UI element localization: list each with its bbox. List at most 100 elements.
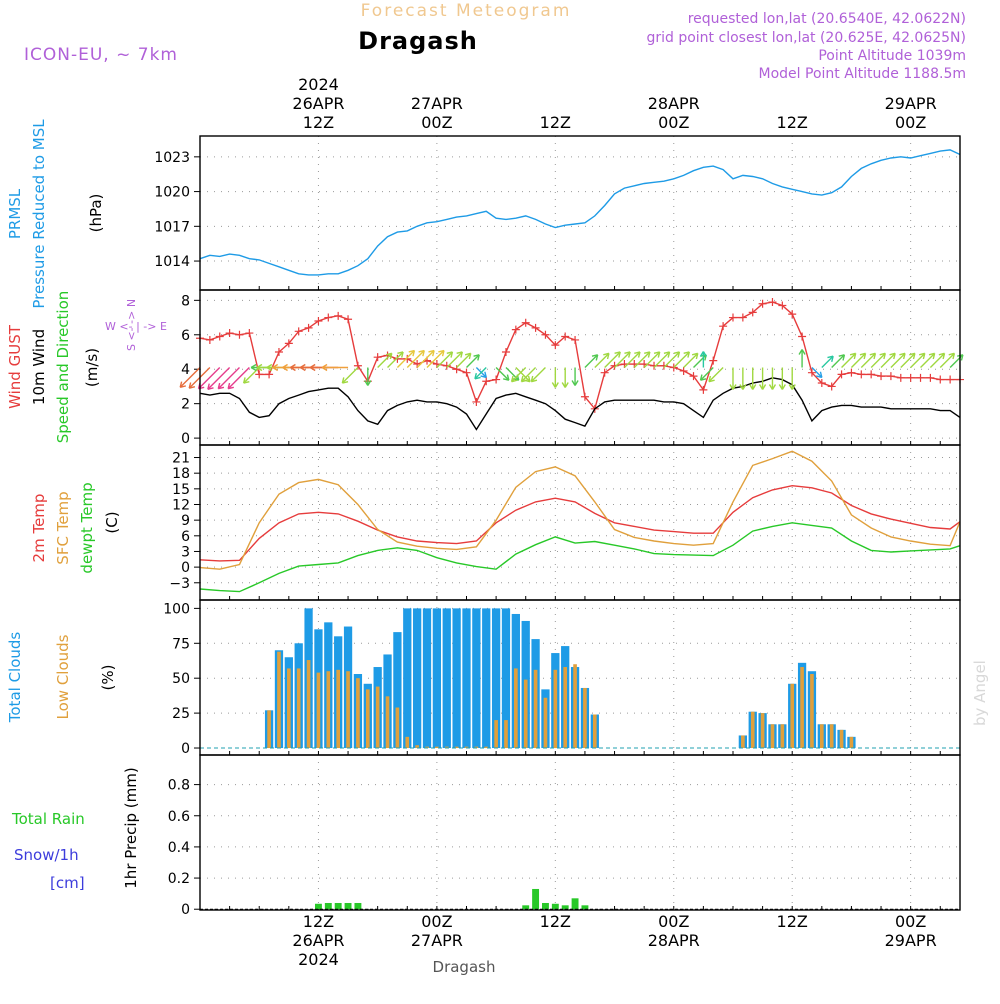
low-cloud-bar	[395, 707, 400, 749]
gust-marker	[926, 373, 935, 382]
gust-marker	[225, 329, 234, 338]
gust-marker	[531, 323, 540, 332]
wind-arrow	[778, 367, 786, 390]
low-cloud-bar	[800, 667, 804, 749]
gust-marker	[551, 341, 560, 350]
requested-coords: requested lon,lat (20.6540E, 42.0622N)	[688, 11, 966, 27]
gust-marker	[373, 353, 382, 362]
wind-arrow	[551, 367, 559, 388]
wind-arrow	[699, 351, 707, 368]
wind-arrow	[880, 352, 896, 368]
temperature-unit: (C)	[103, 511, 121, 533]
gust-marker	[778, 301, 787, 310]
pressure-ylabel: Pressure Reduced to MSL	[30, 119, 48, 309]
temperature-ytick-label: 6	[181, 529, 190, 545]
low-cloud-bar	[296, 668, 301, 749]
product-title: Forecast Meteogram	[361, 1, 572, 21]
pressure-ytick-label: 1017	[154, 219, 190, 235]
wind-arrow	[831, 354, 846, 368]
low-cloud-bar	[267, 710, 271, 749]
gust-marker	[215, 332, 224, 341]
gust-marker	[255, 370, 264, 379]
low-cloud-bar	[405, 736, 410, 749]
precip-ylabel: 1hr Precip (mm)	[122, 767, 140, 888]
low-cloud-bar	[484, 746, 489, 749]
wind-arrow	[729, 367, 737, 390]
gust-marker	[669, 363, 678, 372]
gust-marker	[511, 325, 520, 334]
low-cloud-bar	[277, 651, 281, 749]
gust-marker	[650, 361, 659, 370]
low-cloud-bar	[504, 720, 508, 749]
bottom-time-label: 26APR	[292, 931, 344, 950]
wind-arrow	[683, 352, 699, 368]
wind-arrow	[910, 352, 926, 368]
bottom-time-label: 00Z	[421, 912, 452, 931]
gust-marker	[896, 373, 905, 382]
total-cloud-bar	[452, 608, 461, 749]
top-time-label: 12Z	[540, 113, 571, 132]
gust-marker	[877, 372, 886, 381]
total-cloud-bar	[472, 608, 481, 749]
wind-arrow	[364, 367, 372, 386]
gust-marker	[659, 361, 668, 370]
wind-arrow	[860, 352, 877, 368]
bottom-time-label: 12Z	[303, 912, 334, 931]
temperature-ylabel: dewpt Temp	[78, 482, 96, 573]
precip-unit-label: [cm]	[50, 874, 85, 892]
wind-arrow	[584, 354, 599, 368]
rain-bar	[522, 905, 530, 910]
gust-marker	[205, 335, 214, 344]
low-cloud-bar	[790, 683, 795, 749]
precipitation-frame	[199, 754, 961, 911]
wind-arrow	[653, 351, 671, 368]
temperature-ytick-label: 21	[172, 451, 190, 467]
low-cloud-bar	[336, 669, 341, 749]
wind-arrow	[939, 352, 956, 368]
gust-marker	[709, 356, 718, 365]
precipitation-ytick-label: 0.4	[168, 840, 190, 856]
rain-bar	[581, 905, 589, 910]
rain-bar	[354, 902, 362, 910]
wind-arrow	[811, 367, 823, 379]
wind-ytick-label: 2	[181, 397, 190, 413]
gust-marker	[679, 366, 688, 375]
gust-marker	[719, 322, 728, 331]
gust-marker	[274, 348, 283, 356]
precipitation-ytick-label: 0	[181, 902, 190, 918]
gust-marker	[353, 361, 362, 370]
model-point-altitude: Model Point Altitude 1188.5m	[759, 66, 966, 82]
total-cloud-bar	[422, 608, 432, 749]
pressure-ytick-label: 1020	[154, 185, 190, 201]
gust-marker	[768, 298, 777, 307]
wind-unit: (m/s)	[83, 348, 101, 387]
low-cloud-bar	[563, 667, 568, 749]
grid-point-coords: grid point closest lon,lat (20.625E, 42.…	[646, 30, 966, 46]
temperature-ytick-label: 9	[181, 513, 190, 529]
wind-arrow	[377, 352, 393, 368]
low-cloud-bar	[346, 671, 350, 749]
top-time-label: 26APR	[292, 94, 344, 113]
wind-arrow	[495, 367, 510, 381]
top-time-label: 12Z	[303, 113, 334, 132]
pressure-ylabel: PRMSL	[6, 188, 24, 239]
pressure-panel: 1014 1017 1020 1023 PRMSL Pressure Reduced to…	[6, 119, 961, 309]
gust-marker	[265, 370, 274, 379]
wind-arrow	[561, 367, 569, 388]
rain-bar	[334, 902, 342, 910]
low-cloud-bar	[514, 668, 518, 749]
compass-legend: S <- -> NW <- | -> E	[105, 299, 167, 351]
bottom-time-label: 27APR	[411, 931, 463, 950]
clouds-frame	[199, 599, 961, 756]
top-time-label: 12Z	[777, 113, 808, 132]
total-cloud-bar	[413, 608, 422, 749]
temperature-series-sfc-temp	[199, 450, 961, 570]
low-cloud-bar	[553, 669, 558, 749]
wind-arrow	[510, 367, 527, 383]
gust-marker	[571, 335, 580, 344]
location-title: Dragash	[358, 27, 478, 55]
wind-arrow	[673, 351, 690, 368]
bottom-time-label: 28APR	[648, 931, 700, 950]
